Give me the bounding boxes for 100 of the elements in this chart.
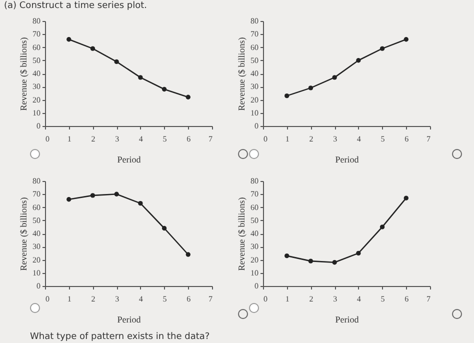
y-tick-label: 30 bbox=[250, 242, 258, 252]
y-tick-label: 40 bbox=[32, 69, 40, 78]
x-tick-label: 0 bbox=[264, 134, 268, 144]
point bbox=[162, 86, 167, 92]
y-tick-label: 40 bbox=[250, 229, 258, 238]
x-axis-title: Period bbox=[117, 314, 142, 324]
point bbox=[380, 224, 385, 230]
point bbox=[66, 197, 72, 202]
point bbox=[138, 200, 143, 206]
x-tick-label: 3 bbox=[115, 294, 120, 304]
point bbox=[332, 75, 337, 80]
y-tick-label: 0 bbox=[254, 122, 258, 130]
x-tick-label: 5 bbox=[380, 134, 385, 144]
y-tick-label: 70 bbox=[32, 190, 40, 199]
x-tick-label: 2 bbox=[91, 294, 96, 304]
x-tick-label: 2 bbox=[91, 134, 96, 144]
x-tick-label: 0 bbox=[264, 294, 268, 304]
y-tick-label: 30 bbox=[250, 82, 258, 92]
point bbox=[186, 252, 190, 257]
y-tick-label: 50 bbox=[32, 216, 40, 225]
y-tick-label: 10 bbox=[250, 108, 258, 118]
y-tick-label: 60 bbox=[32, 42, 40, 52]
y-tick-label: 30 bbox=[32, 82, 40, 92]
x-tick-label: 3 bbox=[333, 294, 338, 304]
point bbox=[404, 196, 408, 200]
x-tick-label: 6 bbox=[404, 294, 409, 304]
y-tick-label: 20 bbox=[250, 255, 258, 264]
y-tick-label: 60 bbox=[32, 202, 40, 212]
point bbox=[114, 192, 119, 196]
x-tick-label: 4 bbox=[356, 294, 361, 304]
x-tick-label: 1 bbox=[67, 134, 72, 144]
y-tick-label: 0 bbox=[36, 282, 40, 290]
y-tick-label: 70 bbox=[32, 30, 40, 39]
point bbox=[114, 59, 119, 64]
y-tick-label: 20 bbox=[32, 95, 40, 104]
x-tick-label: 3 bbox=[333, 134, 338, 144]
x-tick-label: 7 bbox=[426, 134, 430, 144]
x-tick-label: 7 bbox=[208, 134, 212, 144]
y-tick-label: 50 bbox=[32, 56, 40, 65]
point bbox=[162, 226, 167, 231]
point bbox=[284, 253, 290, 258]
y-tick-label: 70 bbox=[250, 30, 258, 39]
y-tick-label: 10 bbox=[32, 108, 40, 118]
point bbox=[356, 250, 361, 256]
x-tick-label: 1 bbox=[285, 134, 290, 144]
y-tick-label: 50 bbox=[250, 56, 258, 65]
y-tick-label: 80 bbox=[32, 16, 40, 26]
point bbox=[380, 46, 385, 51]
y-tick-label: 20 bbox=[32, 255, 40, 264]
x-tick-label: 2 bbox=[309, 134, 314, 144]
y-axis-title: Revenue ($ billions) bbox=[236, 37, 246, 111]
x-tick-label: 5 bbox=[162, 294, 167, 304]
y-tick-label: 10 bbox=[32, 268, 40, 278]
x-tick-label: 4 bbox=[138, 134, 143, 144]
y-tick-label: 40 bbox=[32, 229, 40, 238]
x-tick-label: 3 bbox=[115, 134, 120, 144]
y-tick-label: 0 bbox=[36, 122, 40, 130]
y-tick-label: 60 bbox=[250, 202, 258, 212]
x-tick-label: 2 bbox=[309, 294, 314, 304]
point bbox=[90, 193, 96, 198]
point bbox=[284, 93, 290, 98]
chart-title: (a) Construct a time series plot. bbox=[4, 1, 148, 11]
y-tick-label: 80 bbox=[32, 176, 40, 186]
text: What type of pattern exists in the data? bbox=[30, 332, 210, 342]
point bbox=[186, 94, 190, 100]
x-tick-label: 7 bbox=[426, 294, 430, 304]
y-axis-title: Revenue ($ billions) bbox=[18, 197, 28, 271]
y-tick-label: 80 bbox=[250, 176, 258, 186]
x-tick-label: 7 bbox=[208, 294, 212, 304]
y-tick-label: 10 bbox=[250, 268, 258, 278]
x-tick-label: 6 bbox=[186, 294, 191, 304]
x-tick-label: 1 bbox=[67, 294, 72, 304]
y-axis-title: Revenue ($ billions) bbox=[236, 197, 246, 271]
y-tick-label: 70 bbox=[250, 190, 258, 199]
y-tick-label: 20 bbox=[250, 95, 258, 104]
x-axis-title: Period bbox=[335, 314, 360, 324]
point bbox=[138, 75, 143, 80]
y-tick-label: 40 bbox=[250, 69, 258, 78]
x-tick-label: 1 bbox=[285, 294, 290, 304]
x-tick-label: 4 bbox=[356, 134, 361, 144]
y-tick-label: 80 bbox=[250, 16, 258, 26]
x-tick-label: 0 bbox=[46, 134, 50, 144]
point bbox=[356, 58, 361, 63]
point bbox=[308, 258, 314, 264]
x-axis-title: Period bbox=[117, 154, 142, 164]
point bbox=[90, 46, 96, 51]
x-tick-label: 5 bbox=[380, 294, 385, 304]
point bbox=[66, 37, 72, 42]
y-tick-label: 30 bbox=[32, 242, 40, 252]
x-tick-label: 6 bbox=[186, 134, 191, 144]
y-tick-label: 0 bbox=[254, 282, 258, 290]
point bbox=[404, 37, 408, 42]
point bbox=[308, 86, 314, 90]
y-axis-title: Revenue ($ billions) bbox=[18, 37, 28, 111]
point bbox=[332, 260, 337, 265]
x-tick-label: 5 bbox=[162, 134, 167, 144]
x-tick-label: 6 bbox=[404, 134, 409, 144]
y-tick-label: 60 bbox=[250, 42, 258, 52]
x-axis-title: Period bbox=[335, 154, 360, 164]
x-tick-label: 0 bbox=[46, 294, 50, 304]
